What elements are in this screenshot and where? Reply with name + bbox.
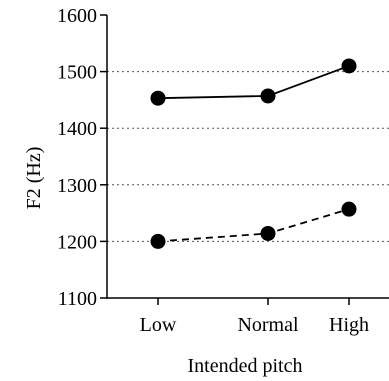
- y-tick-labels: 1100 1200 1300 1400 1500 1600: [57, 5, 97, 310]
- gridlines: [107, 71, 389, 242]
- series-points: [150, 58, 357, 249]
- series-1-line: [157, 65, 350, 100]
- series-2-point-low: [150, 233, 166, 249]
- y-tick-label-1400: 1400: [57, 118, 97, 140]
- series-1-point-normal: [260, 88, 276, 104]
- series-1-point-high: [341, 58, 357, 74]
- x-tick-label-normal: Normal: [237, 314, 299, 336]
- x-tick-labels: Low Normal High: [140, 314, 369, 336]
- y-tick-label-1200: 1200: [57, 231, 97, 253]
- x-tick-label-high: High: [329, 314, 369, 336]
- y-tick-label-1600: 1600: [57, 5, 97, 27]
- x-axis-title: Intended pitch: [188, 355, 303, 377]
- y-tick-label-1100: 1100: [58, 288, 97, 310]
- y-tick-label-1500: 1500: [57, 62, 97, 84]
- axes: [100, 14, 389, 305]
- y-tick-label-1300: 1300: [57, 175, 97, 197]
- y-axis-title: F2 (Hz): [23, 147, 45, 210]
- series-2-point-normal: [260, 225, 276, 241]
- series-lines: [157, 65, 350, 243]
- series-2-point-high: [341, 201, 357, 217]
- series-2-line: [157, 208, 350, 243]
- series-1-point-low: [150, 90, 166, 106]
- x-tick-label-low: Low: [140, 314, 177, 336]
